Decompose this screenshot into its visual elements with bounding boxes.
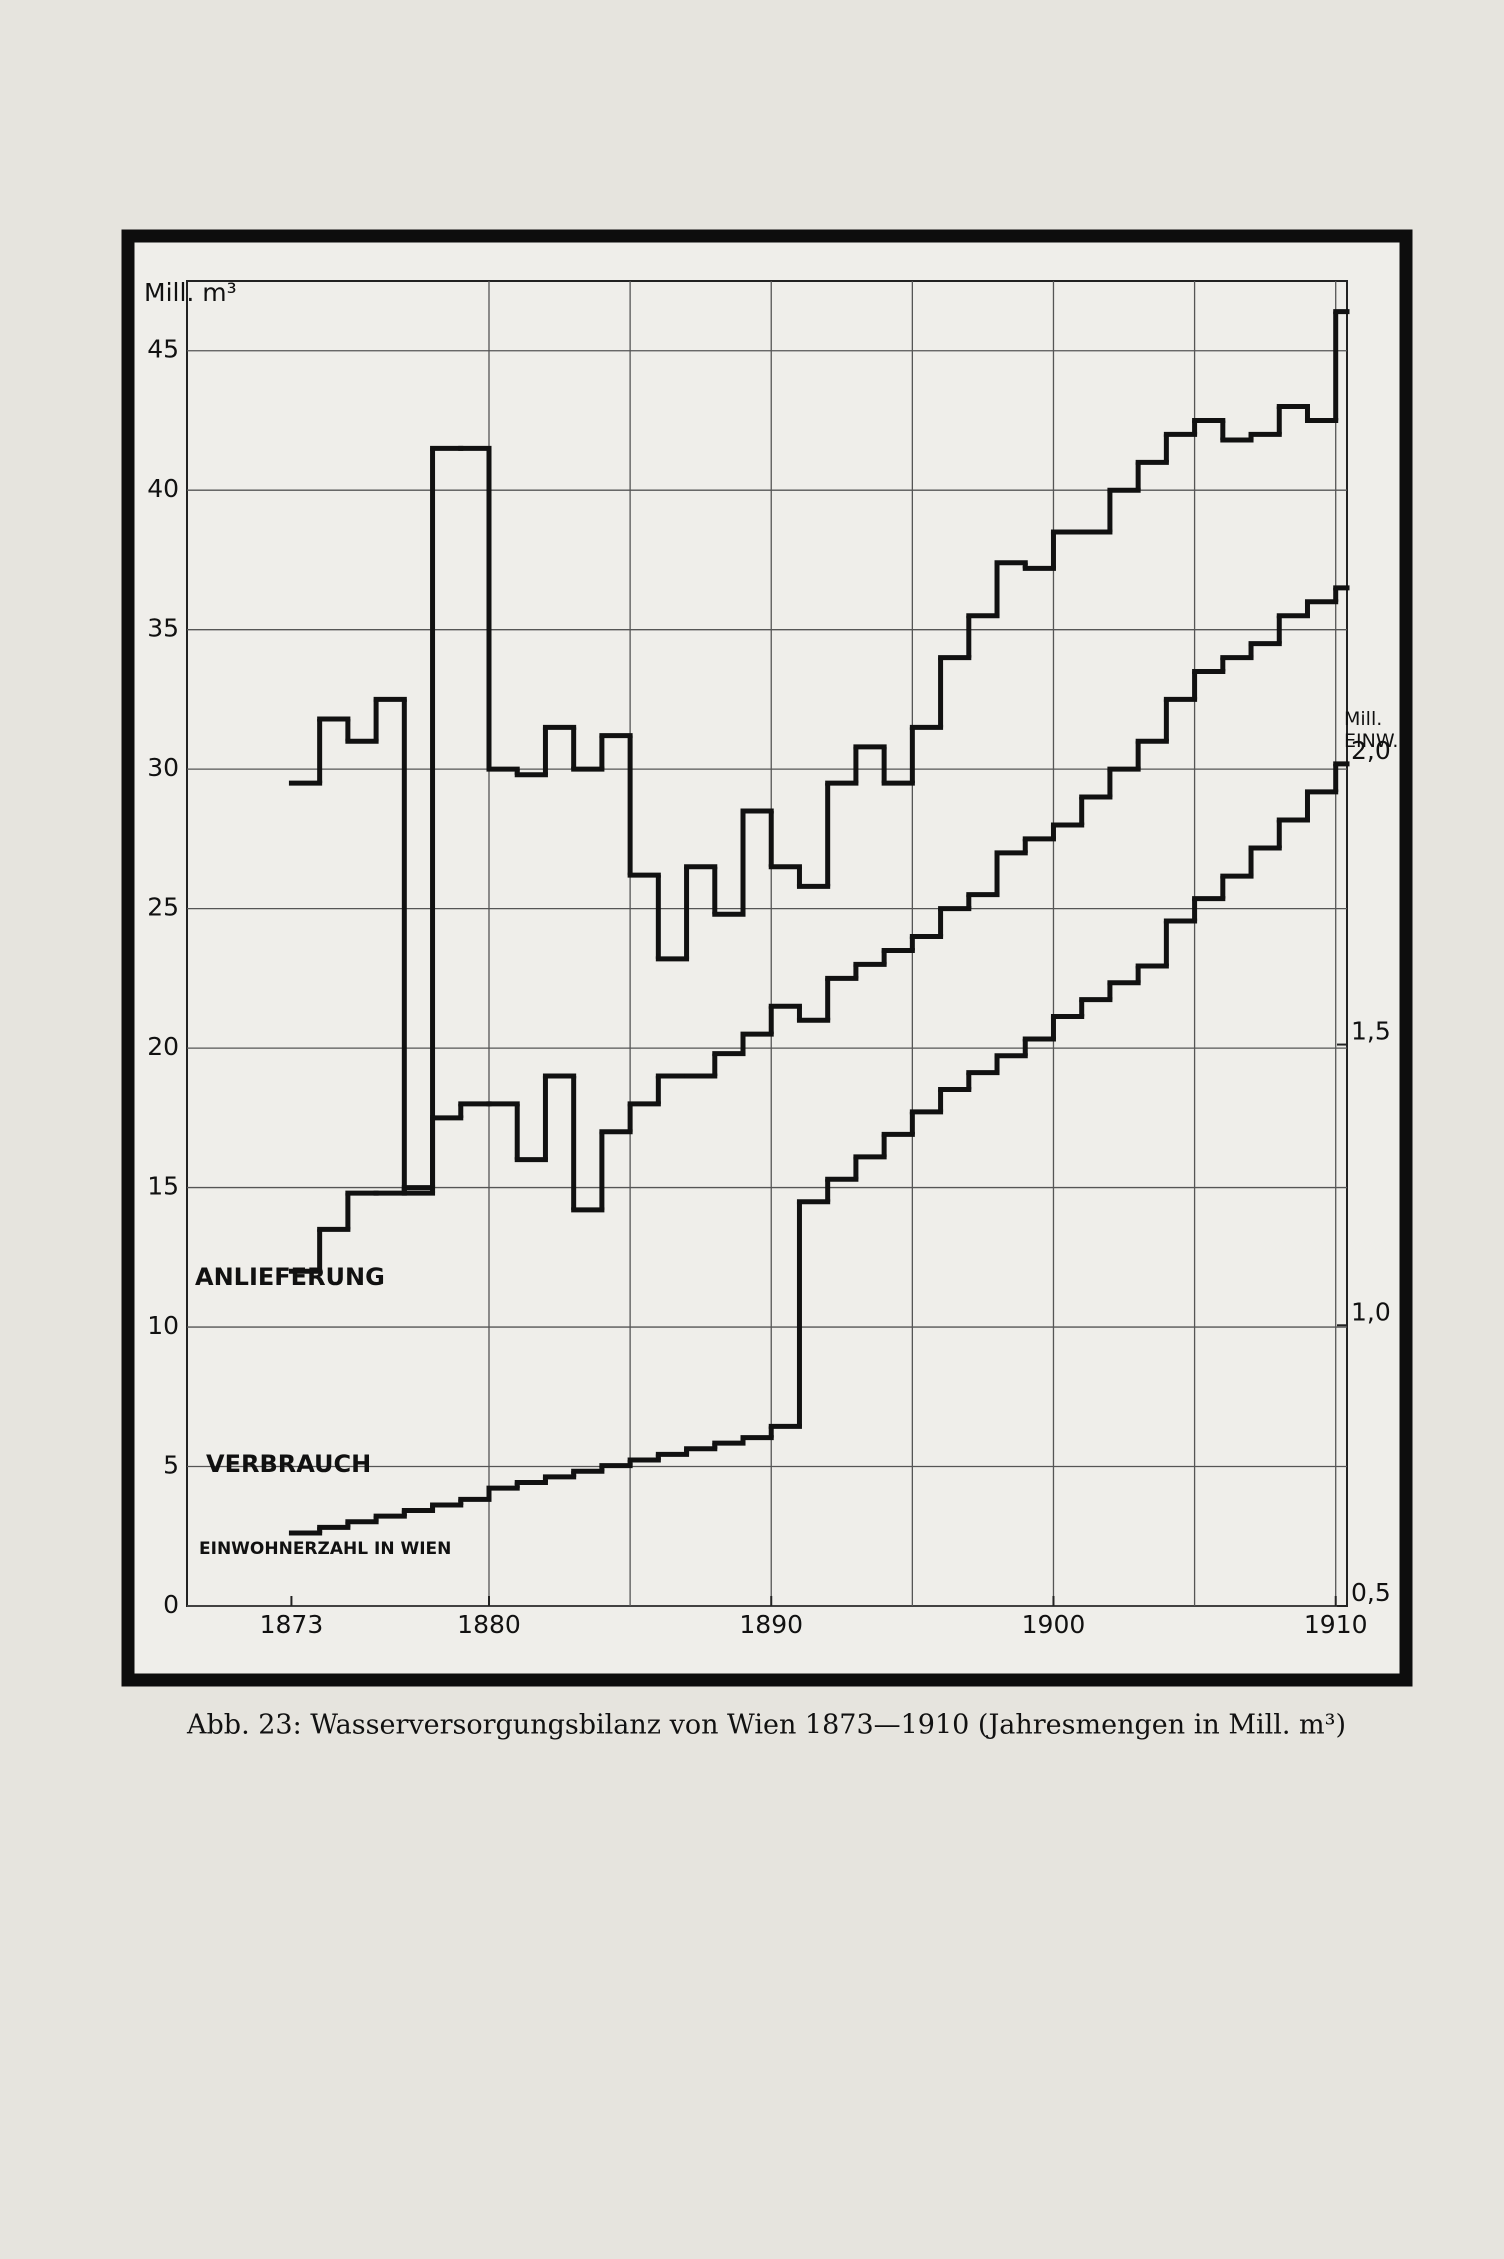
x-tick-label: 1910 [1304, 1610, 1368, 1639]
y-tick-label: 0 [163, 1590, 179, 1619]
step-riser [317, 311, 1339, 1194]
y-tick-label: 25 [147, 893, 179, 922]
y-axis-label: Mill. m³ [144, 278, 237, 307]
y-tick-label: 40 [147, 474, 179, 503]
y-tick-label: 35 [147, 614, 179, 643]
y2-tick-label: 2,0 [1351, 736, 1391, 765]
x-tick-label: 1880 [457, 1610, 521, 1639]
y2-tick-label: 1,0 [1351, 1297, 1391, 1326]
y2-tick-label: 0,5 [1351, 1578, 1391, 1607]
y2-tick-label: 1,5 [1351, 1017, 1391, 1046]
step-riser [317, 763, 1339, 1534]
y-tick-label: 15 [147, 1172, 179, 1201]
series-label: ANLIEFERUNG [195, 1263, 385, 1291]
y-tick-label: 45 [147, 335, 179, 364]
x-tick-label: 1890 [739, 1610, 803, 1639]
series-label: VERBRAUCH [206, 1450, 371, 1478]
y-tick-label: 10 [147, 1311, 179, 1340]
y-tick-label: 30 [147, 753, 179, 782]
caption: Abb. 23: Wasserversorgungsbilanz von Wie… [186, 1710, 1346, 1741]
y-tick-label: 5 [163, 1451, 179, 1480]
series-label: EINWOHNERZAHL IN WIEN [199, 1539, 451, 1559]
step-riser [317, 587, 1339, 1272]
x-tick-label: 1873 [260, 1610, 324, 1639]
x-tick-label: 1900 [1022, 1610, 1086, 1639]
y2-axis-label: Mill. EINW. [1344, 708, 1399, 752]
y-tick-label: 20 [147, 1032, 179, 1061]
